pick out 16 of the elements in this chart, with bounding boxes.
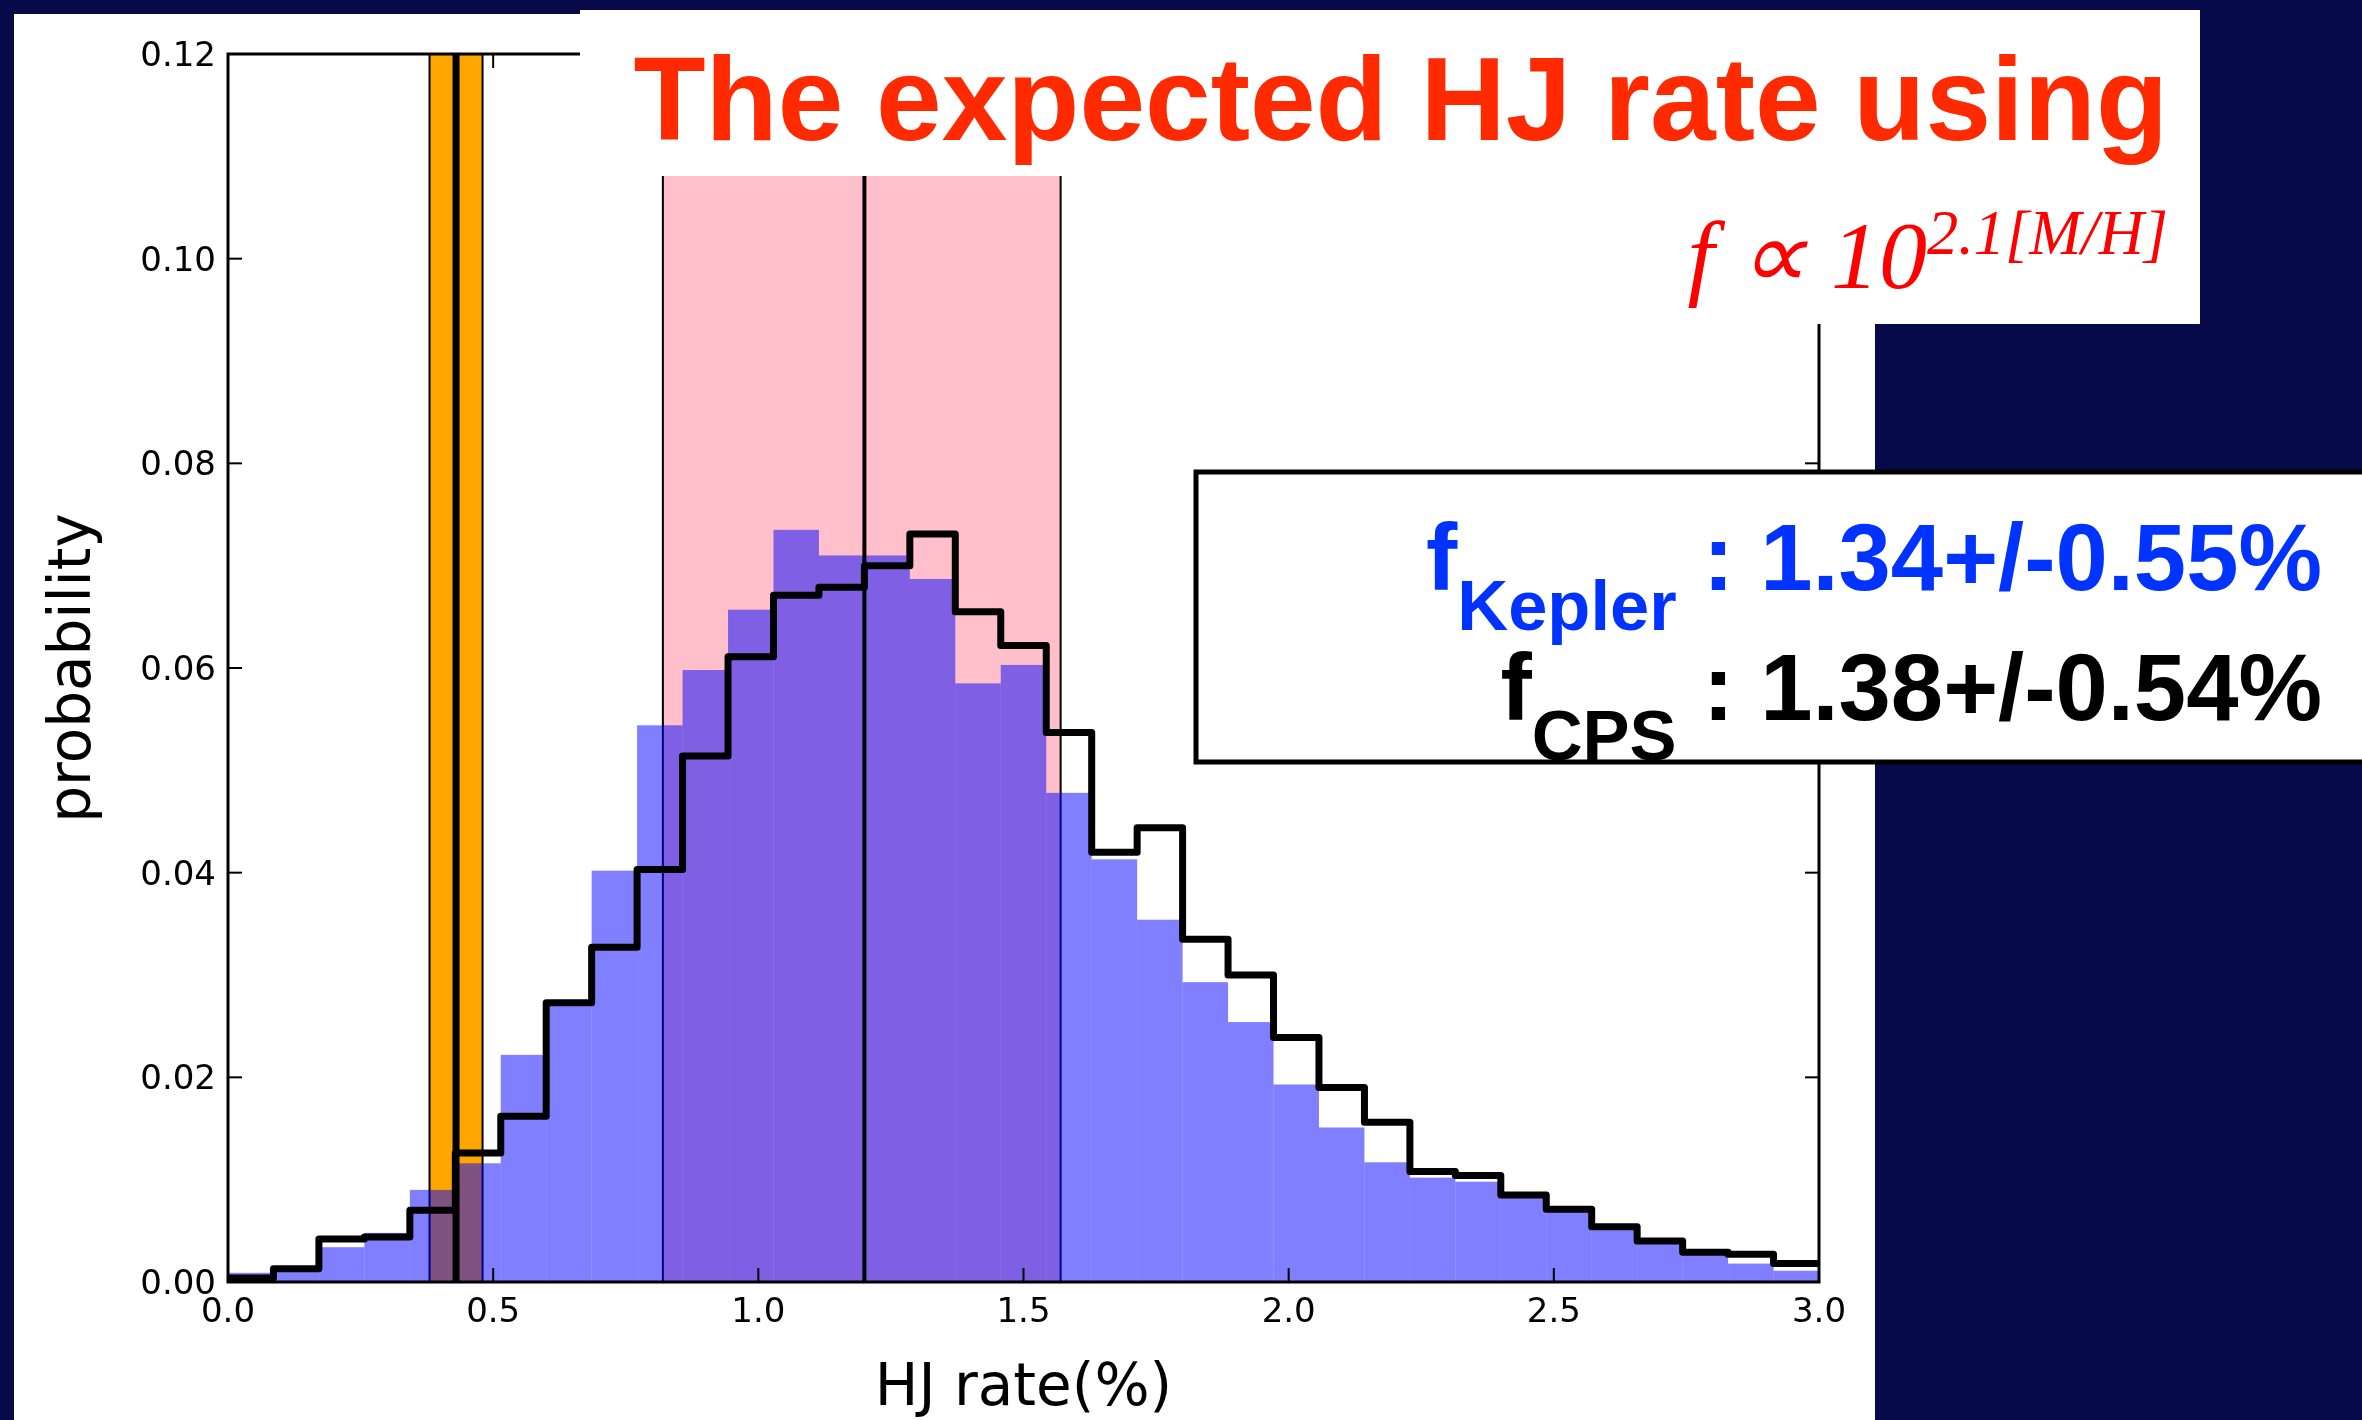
- y-tick-label: 0.10: [140, 238, 216, 279]
- x-tick-label: 1.0: [731, 1290, 786, 1330]
- chart-title: The expected HJ rate using: [633, 33, 2168, 165]
- x-axis-title: HJ rate(%): [874, 1351, 1173, 1419]
- x-tick-label: 2.5: [1526, 1290, 1581, 1330]
- y-tick-label: 0.04: [140, 852, 216, 893]
- y-tick-label: 0.02: [140, 1057, 216, 1098]
- x-tick-label: 1.5: [996, 1290, 1051, 1330]
- y-axis-title: probability: [36, 513, 104, 823]
- x-tick-label: 2.0: [1261, 1290, 1316, 1330]
- y-tick-label: 0.06: [140, 647, 216, 688]
- y-tick-label: 0.08: [140, 443, 216, 484]
- x-tick-label: 0.5: [466, 1290, 521, 1330]
- x-tick-label: 3.0: [1791, 1290, 1847, 1330]
- text: f ∝ 10$^{2.1[M/H]}$: [1687, 197, 2168, 309]
- y-tick-label: 0.12: [140, 33, 216, 74]
